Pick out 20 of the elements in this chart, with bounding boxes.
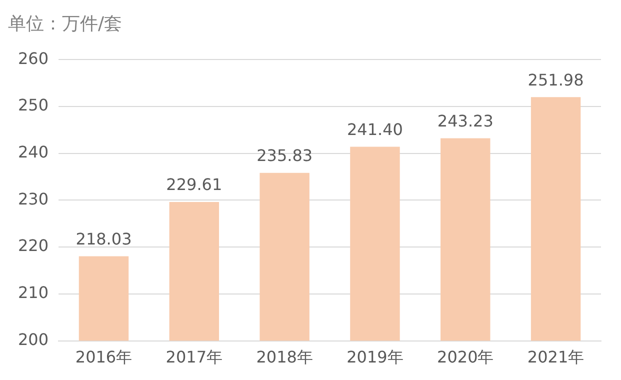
y-tick-label: 220 bbox=[18, 236, 49, 256]
y-tick-label: 260 bbox=[18, 48, 49, 68]
chart-title: 单位：万件/套 bbox=[8, 13, 122, 34]
x-tick-label: 2016年 bbox=[75, 348, 132, 367]
x-tick-label: 2019年 bbox=[346, 348, 404, 367]
y-tick-label: 210 bbox=[18, 283, 49, 302]
y-tick-label: 250 bbox=[18, 96, 49, 115]
x-tick-label: 2017年 bbox=[166, 348, 223, 367]
y-tick-label: 230 bbox=[18, 189, 49, 208]
data-label: 235.83 bbox=[256, 146, 313, 166]
y-tick-label: 240 bbox=[18, 142, 49, 162]
x-tick-label: 2018年 bbox=[256, 348, 313, 367]
data-label: 251.98 bbox=[528, 70, 584, 90]
y-tick-label: 200 bbox=[18, 330, 49, 349]
data-label: 229.61 bbox=[166, 175, 222, 194]
data-label: 241.40 bbox=[346, 120, 403, 139]
data-label: 243.23 bbox=[437, 111, 494, 130]
data-label: 218.03 bbox=[76, 229, 132, 248]
x-tick-label: 2021年 bbox=[527, 348, 584, 367]
x-tick-label: 2020年 bbox=[437, 348, 494, 367]
